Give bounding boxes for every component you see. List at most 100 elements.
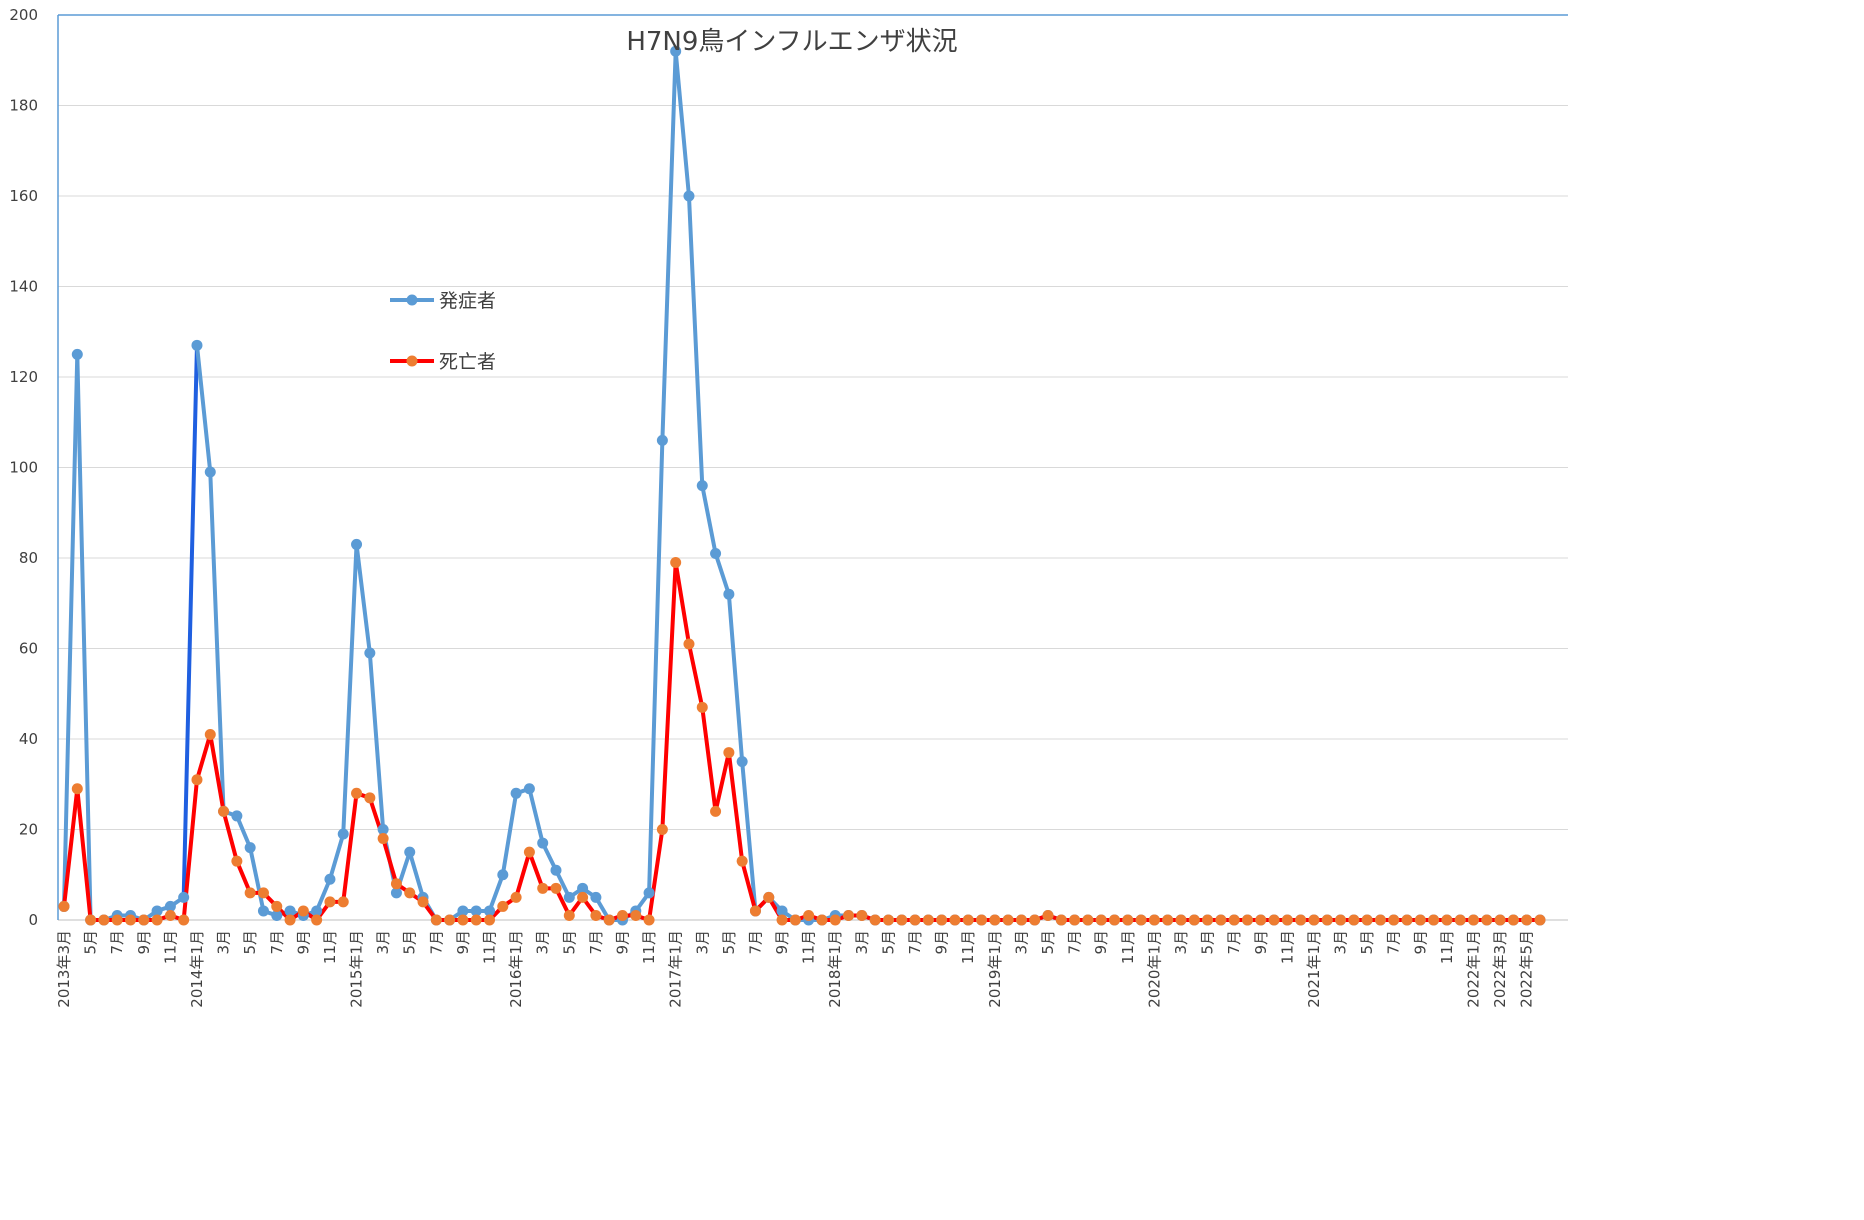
- data-point-death: [71, 783, 83, 795]
- data-point-death: [1428, 914, 1440, 926]
- x-tick-label: 11月: [161, 930, 179, 964]
- data-point-death: [1148, 914, 1160, 926]
- data-point-death: [417, 896, 429, 908]
- data-point-death: [218, 805, 230, 817]
- data-point-onset: [271, 909, 283, 921]
- x-tick-label: 5月: [720, 930, 738, 955]
- series-line-segment-death: [341, 791, 359, 904]
- data-point-death: [1481, 914, 1493, 926]
- data-point-death: [789, 914, 801, 926]
- data-point-death: [869, 914, 881, 926]
- series-layer: [58, 45, 1546, 926]
- data-point-onset: [231, 810, 243, 822]
- data-point-death: [1321, 914, 1333, 926]
- chart-background: [0, 0, 1568, 1028]
- series-line-segment-onset: [62, 352, 80, 909]
- data-point-onset: [324, 873, 336, 885]
- x-tick-label: 11月: [800, 930, 818, 964]
- data-point-death: [936, 914, 948, 926]
- data-point-death: [484, 914, 496, 926]
- x-tick-label: 9月: [1411, 930, 1429, 955]
- series-line-segment-death: [194, 732, 213, 782]
- data-point-death: [776, 914, 788, 926]
- x-tick-label: 2015年1月: [348, 930, 366, 1008]
- chart-container: 0 20 40 60 80 100 120 140 160 180 200 2013年3月 5月 7月 9月…: [0, 0, 1568, 1028]
- data-point-death: [430, 914, 442, 926]
- data-point-death: [749, 905, 761, 917]
- data-point-onset: [284, 905, 296, 917]
- data-point-death: [630, 909, 642, 921]
- x-tick-label: 2013年3月: [55, 930, 73, 1008]
- data-point-death: [896, 914, 908, 926]
- chart-title: H7N9鳥インフルエンザ状況: [626, 27, 957, 57]
- data-point-death: [257, 887, 269, 899]
- data-point-death: [1029, 914, 1041, 926]
- data-point-onset: [510, 787, 522, 799]
- data-point-onset: [351, 538, 363, 550]
- series-line-segment-onset: [194, 343, 213, 475]
- data-point-death: [457, 914, 469, 926]
- data-point-onset: [523, 783, 535, 795]
- data-point-death: [1055, 914, 1067, 926]
- data-point-death: [1335, 914, 1347, 926]
- data-point-death: [856, 909, 868, 921]
- data-point-onset: [656, 434, 668, 446]
- x-tick-label: 3月: [693, 930, 711, 955]
- x-tick-label: 3月: [534, 930, 552, 955]
- data-point-death: [909, 914, 921, 926]
- data-point-death: [390, 878, 402, 890]
- data-point-onset: [696, 480, 708, 492]
- data-point-death: [151, 914, 163, 926]
- series-line-segment-death: [208, 732, 226, 814]
- x-tick-label: 3月: [374, 930, 392, 955]
- data-point-death: [444, 914, 456, 926]
- x-tick-label: 2016年1月: [507, 930, 525, 1008]
- data-point-death: [1361, 914, 1373, 926]
- y-tick-label: 100: [9, 459, 38, 477]
- data-point-death: [1388, 914, 1400, 926]
- x-tick-label: 2022年3月: [1491, 930, 1509, 1008]
- x-tick-label: 7月: [906, 930, 924, 955]
- data-point-death: [763, 891, 775, 903]
- y-tick-label: 120: [9, 368, 38, 386]
- data-point-death: [111, 914, 123, 926]
- data-point-onset: [204, 466, 216, 478]
- data-point-death: [311, 914, 323, 926]
- y-tick-label: 20: [19, 821, 38, 839]
- series-line-segment-death: [660, 560, 678, 832]
- x-tick-label: 2014年1月: [188, 930, 206, 1008]
- data-point-death: [1162, 914, 1174, 926]
- data-point-death: [803, 909, 815, 921]
- data-point-death: [736, 855, 748, 867]
- data-point-death: [1108, 914, 1120, 926]
- series-line-segment-onset: [234, 813, 253, 850]
- data-point-onset: [364, 647, 376, 659]
- data-point-death: [590, 909, 602, 921]
- x-tick-label: 2020年1月: [1145, 930, 1163, 1008]
- data-point-death: [58, 900, 70, 912]
- x-tick-label: 3月: [215, 930, 233, 955]
- series-line-segment-onset: [527, 786, 545, 846]
- data-point-death: [1122, 914, 1134, 926]
- data-point-onset: [643, 887, 655, 899]
- series-line-segment-onset: [407, 850, 426, 900]
- data-point-death: [563, 909, 575, 921]
- data-point-death: [1348, 914, 1360, 926]
- data-point-onset: [550, 864, 562, 876]
- data-point-death: [497, 900, 509, 912]
- series-line-segment-death: [62, 786, 80, 909]
- x-tick-label: 7月: [427, 930, 445, 955]
- data-point-death: [324, 896, 336, 908]
- legend-label: 発症者: [439, 290, 496, 312]
- data-point-death: [1135, 914, 1147, 926]
- data-point-death: [1468, 914, 1480, 926]
- series-line-segment-death: [234, 859, 253, 895]
- series-line-segment-death: [381, 836, 399, 886]
- data-point-death: [1188, 914, 1200, 926]
- data-point-death: [670, 557, 682, 569]
- data-point-death: [1069, 914, 1081, 926]
- data-point-death: [1374, 914, 1386, 926]
- data-point-death: [1507, 914, 1519, 926]
- data-point-onset: [537, 837, 549, 849]
